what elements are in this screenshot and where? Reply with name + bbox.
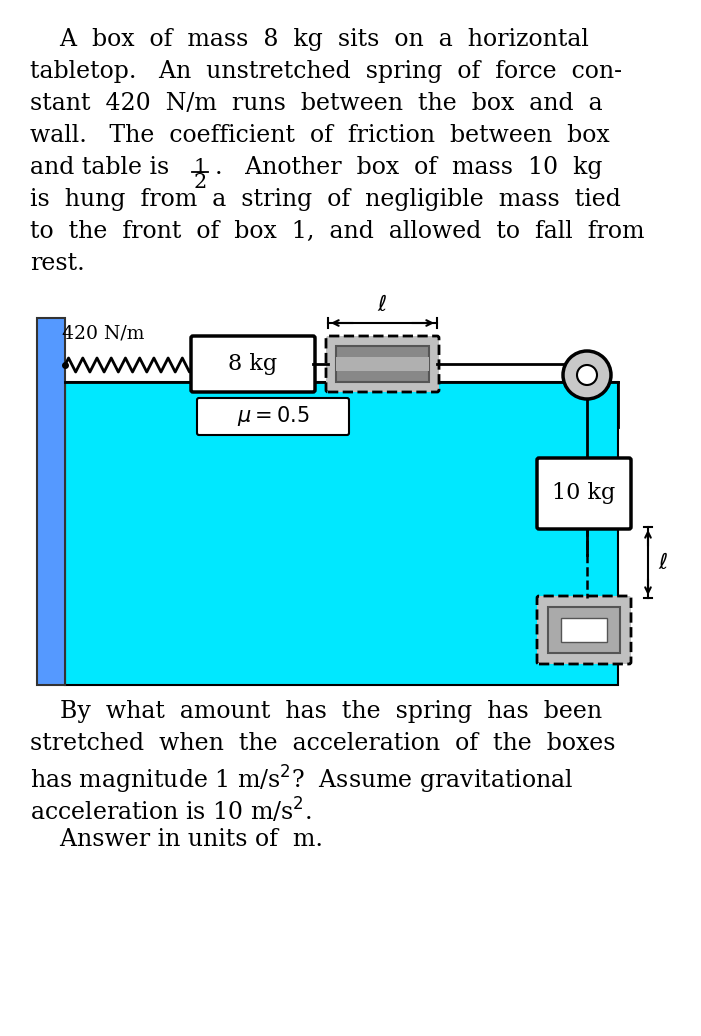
Text: rest.: rest. xyxy=(30,252,85,275)
Text: By  what  amount  has  the  spring  has  been: By what amount has the spring has been xyxy=(30,700,602,723)
Text: wall.   The  coefficient  of  friction  between  box: wall. The coefficient of friction betwee… xyxy=(30,124,610,147)
Circle shape xyxy=(577,365,597,385)
FancyBboxPatch shape xyxy=(537,458,631,529)
FancyBboxPatch shape xyxy=(197,398,349,435)
Text: has magnitude 1 m/s$^{2}$?  Assume gravitational: has magnitude 1 m/s$^{2}$? Assume gravit… xyxy=(30,764,573,797)
Text: 2: 2 xyxy=(193,173,207,192)
Text: stant  420  N/m  runs  between  the  box  and  a: stant 420 N/m runs between the box and a xyxy=(30,92,603,115)
Bar xyxy=(37,318,65,685)
Text: is  hung  from  a  string  of  negligible  mass  tied: is hung from a string of negligible mass… xyxy=(30,188,621,211)
Bar xyxy=(65,382,618,685)
Bar xyxy=(561,618,607,642)
Text: stretched  when  the  acceleration  of  the  boxes: stretched when the acceleration of the b… xyxy=(30,732,615,755)
Text: acceleration is 10 m/s$^{2}$.: acceleration is 10 m/s$^{2}$. xyxy=(30,796,311,826)
Text: 8 kg: 8 kg xyxy=(229,353,278,375)
Text: $\mu = 0.5$: $\mu = 0.5$ xyxy=(237,404,309,429)
FancyBboxPatch shape xyxy=(191,336,315,392)
Bar xyxy=(336,346,429,382)
Text: $\ell$: $\ell$ xyxy=(658,551,668,574)
Text: A  box  of  mass  8  kg  sits  on  a  horizontal: A box of mass 8 kg sits on a horizontal xyxy=(30,28,589,51)
FancyBboxPatch shape xyxy=(537,596,631,664)
Text: .   Another  box  of  mass  10  kg: . Another box of mass 10 kg xyxy=(215,156,602,179)
Circle shape xyxy=(563,351,611,399)
Text: Answer in units of  m.: Answer in units of m. xyxy=(30,828,323,851)
FancyBboxPatch shape xyxy=(326,336,439,392)
Text: tabletop.   An  unstretched  spring  of  force  con-: tabletop. An unstretched spring of force… xyxy=(30,60,622,83)
Text: to  the  front  of  box  1,  and  allowed  to  fall  from: to the front of box 1, and allowed to fa… xyxy=(30,220,644,243)
Bar xyxy=(336,356,429,371)
Text: 1: 1 xyxy=(193,159,207,177)
Text: and table is: and table is xyxy=(30,156,177,179)
Text: $\ell$: $\ell$ xyxy=(377,294,388,316)
Text: 10 kg: 10 kg xyxy=(552,483,615,505)
Text: 420 N/m: 420 N/m xyxy=(62,324,144,342)
Bar xyxy=(548,607,620,653)
